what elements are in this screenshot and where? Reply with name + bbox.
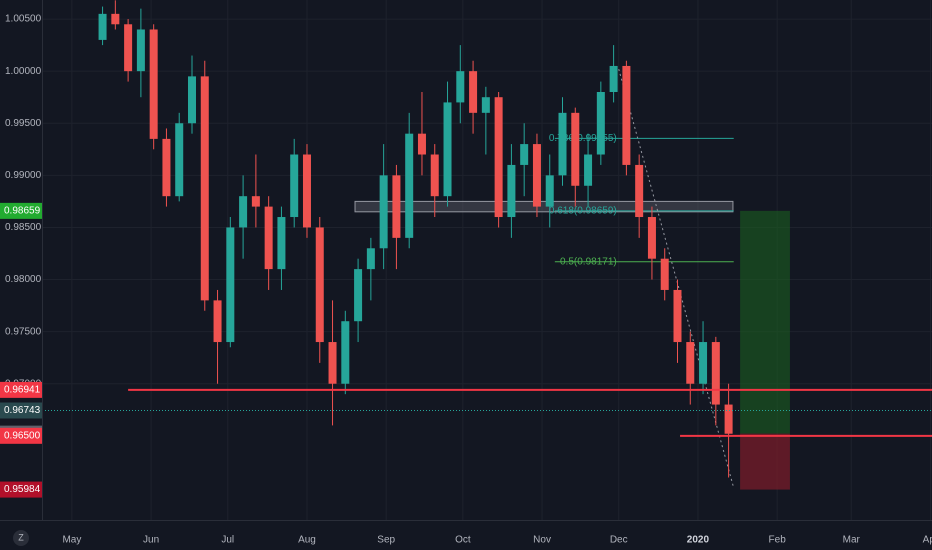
price-label: 0.95984 — [4, 484, 41, 495]
x-tick-label: Dec — [610, 535, 628, 546]
candle-body — [417, 133, 426, 155]
x-tick-label: Jun — [143, 535, 159, 546]
candle-body — [379, 175, 388, 249]
loss-zone — [740, 433, 790, 490]
y-tick-label: 0.99000 — [5, 170, 42, 181]
x-tick-label: Sep — [377, 535, 395, 546]
candle-body — [520, 144, 529, 165]
x-tick-label: Oct — [455, 535, 471, 546]
trend-line — [618, 68, 735, 489]
y-tick-label: 0.98000 — [5, 274, 42, 285]
candle-body — [213, 300, 222, 343]
candle-body — [686, 342, 695, 384]
candle-body — [187, 76, 196, 124]
candle-body — [545, 175, 554, 207]
candle-body — [481, 97, 490, 113]
candle-body — [264, 206, 273, 270]
candle-body — [302, 154, 311, 228]
candle-body — [456, 71, 465, 103]
candle-body — [392, 175, 401, 238]
candle-body — [251, 196, 260, 207]
candle-body — [635, 164, 644, 218]
candle-body — [405, 133, 414, 238]
logo-badge[interactable] — [13, 530, 29, 546]
candle-body — [673, 289, 682, 343]
candle-body — [622, 65, 631, 165]
candle-body — [162, 138, 171, 197]
candle-body — [699, 342, 708, 384]
price-label: 0.96941 — [4, 385, 41, 396]
candle-body — [136, 29, 145, 72]
fib-label: 0.786(0.99355) — [549, 133, 617, 144]
candle-body — [111, 13, 120, 25]
y-tick-label: 1.00000 — [5, 66, 42, 77]
candle-body — [290, 154, 299, 218]
price-label-bg — [0, 402, 42, 419]
candle-body — [660, 258, 669, 290]
price-label: 0.96500 — [4, 430, 41, 441]
price-label-bg — [0, 427, 42, 444]
candle-body — [571, 112, 580, 186]
y-tick-label: 0.99500 — [5, 118, 42, 129]
price-label: 0.98659 — [4, 206, 41, 217]
y-tick-label: 0.98500 — [5, 222, 42, 233]
candle-body — [532, 144, 541, 207]
x-tick-label: May — [62, 535, 81, 546]
y-tick-label: 0.97500 — [5, 326, 42, 337]
candle-body — [239, 196, 248, 228]
candle-body — [494, 97, 503, 218]
x-tick-label: Nov — [533, 535, 551, 546]
plot-area: 0.786(0.99355) 0.618(0.98659) 0.5(0.98171) — [42, 0, 932, 520]
candle-body — [609, 65, 618, 92]
candle-body — [175, 123, 184, 197]
candle-body — [430, 154, 439, 197]
x-tick-label: Jul — [221, 535, 234, 546]
candle-body — [647, 217, 656, 259]
x-tick-label: Aug — [298, 535, 316, 546]
candle-body — [558, 112, 567, 176]
fib-label: 0.618(0.98659) — [549, 206, 617, 217]
fib-label: 0.5(0.98171) — [560, 256, 617, 267]
x-tick-label: 2020 — [687, 535, 710, 546]
zone — [354, 200, 734, 213]
price-label: 0.96743 — [4, 405, 41, 416]
candle-body — [277, 217, 286, 270]
candle-body — [366, 248, 375, 270]
candle-body — [226, 227, 235, 343]
candle-body — [149, 29, 158, 139]
candle-body — [469, 71, 478, 113]
candle-body — [443, 102, 452, 197]
x-tick-label: Mar — [843, 535, 861, 546]
candle-body — [315, 227, 324, 343]
candle-body — [341, 321, 350, 384]
candle-body — [584, 154, 593, 186]
candle-body — [200, 76, 209, 301]
candle-body — [711, 342, 720, 405]
candle-body — [507, 164, 516, 218]
y-tick-label: 1.00500 — [5, 14, 42, 25]
price-label-bg — [0, 381, 42, 398]
x-tick-label: Apr — [923, 535, 932, 546]
candle-body — [328, 342, 337, 384]
price-label-bg — [0, 481, 42, 498]
candle-body — [124, 24, 133, 72]
profit-zone — [740, 210, 790, 434]
candle-body — [354, 269, 363, 322]
logo[interactable]: Z — [18, 532, 24, 542]
candle-body — [98, 13, 107, 40]
price-label-bg — [0, 202, 42, 219]
candle-body — [724, 404, 733, 434]
axes: 0.970000.975000.980000.985000.990000.995… — [0, 14, 932, 546]
candle-body — [596, 91, 605, 155]
x-tick-label: Feb — [769, 535, 787, 546]
